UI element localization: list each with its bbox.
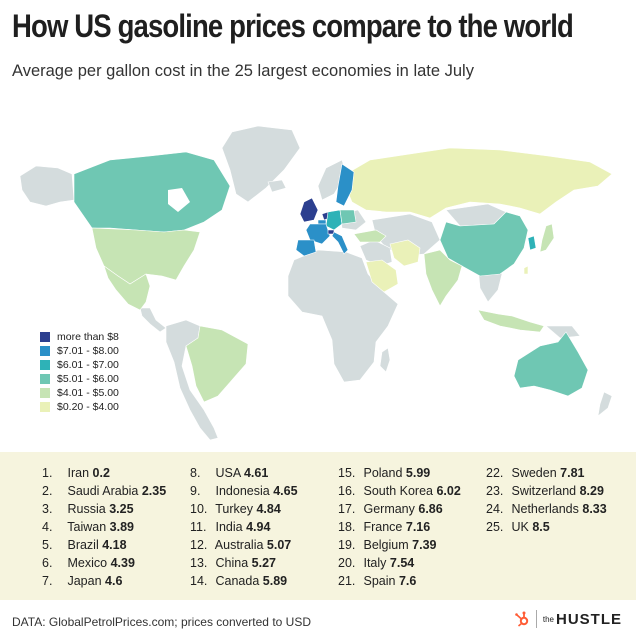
ranking-entry: 25. UK 8.5 [486,520,550,534]
country-germany [325,209,343,231]
legend-swatch [40,346,50,356]
legend-label: more than $8 [57,331,119,343]
country-sweden [335,163,355,207]
legend-label: $0.20 - $4.00 [57,401,119,413]
world-map [19,125,613,441]
ranking-entry: 10. Turkey 4.84 [190,502,281,516]
country-russia [345,147,613,219]
legend-label: $5.01 - $6.00 [57,373,119,385]
country-saudi-arabia [365,259,399,293]
ranking-entry: 23. Switzerland 8.29 [486,484,604,498]
legend-item: $4.01 - $5.00 [40,386,119,400]
legend-item: $0.20 - $4.00 [40,400,119,414]
brand-logo: the HUSTLE [514,610,622,628]
country-japan [539,223,555,253]
madagascar-shape [379,347,391,373]
ranking-entry: 13. China 5.27 [190,556,276,570]
ranking-entry: 9. Indonesia 4.65 [190,484,298,498]
country-spain [295,239,317,257]
country-turkey [353,229,387,243]
country-poland [339,209,357,225]
source-note: DATA: GlobalPetrolPrices.com; prices con… [12,615,311,629]
ranking-entry: 14. Canada 5.89 [190,574,288,588]
ranking-entry: 17. Germany 6.86 [338,502,443,516]
legend-item: more than $8 [40,330,119,344]
country-brazil [185,325,249,403]
ranking-entry: 12. Australia 5.07 [190,538,292,552]
country-iran [389,239,421,267]
country-uk [299,197,319,223]
ranking-entry: 16. South Korea 6.02 [338,484,461,498]
legend-swatch [40,402,50,412]
legend-label: $4.01 - $5.00 [57,387,119,399]
ranking-entry: 6. Mexico 4.39 [42,556,135,570]
map-legend: more than $8 $7.01 - $8.00 $6.01 - $7.00… [40,330,119,414]
country-india [423,249,463,307]
ranking-entry: 2. Saudi Arabia 2.35 [42,484,167,498]
country-indonesia [477,309,545,333]
ranking-entry: 8. USA 4.61 [190,466,269,480]
rankings-column-3: 15. Poland 5.99 16. South Korea 6.02 17.… [338,464,461,590]
country-australia [513,331,589,397]
rankings-column-4: 22. Sweden 7.81 23. Switzerland 8.29 24.… [486,464,607,536]
papua-shape [545,325,581,339]
page-subtitle: Average per gallon cost in the 25 larges… [12,62,474,80]
iceland-shape [267,179,287,193]
norway-shape [317,159,347,201]
legend-label: $6.01 - $7.00 [57,359,119,371]
ranking-entry: 24. Netherlands 8.33 [486,502,607,516]
legend-item: $5.01 - $6.00 [40,372,119,386]
rankings-column-2: 8. USA 4.61 9. Indonesia 4.65 10. Turkey… [190,464,298,590]
central-america-shape [139,307,167,333]
legend-item: $7.01 - $8.00 [40,344,119,358]
brand-separator [535,610,537,628]
ranking-entry: 11. India 4.94 [190,520,271,534]
legend-item: $6.01 - $7.00 [40,358,119,372]
alaska-shape [19,165,75,207]
hudson-bay-shape [168,188,190,212]
ranking-entry: 1. Iran 0.2 [42,466,110,480]
legend-swatch [40,360,50,370]
rankings-column-1: 1. Iran 0.2 2. Saudi Arabia 2.35 3. Russ… [42,464,166,590]
country-china [439,211,529,277]
country-belgium [317,219,327,225]
brand-name: HUSTLE [556,610,622,628]
ranking-entry: 22. Sweden 7.81 [486,466,585,480]
country-canada [73,151,231,233]
legend-swatch [40,332,50,342]
new-zealand-shape [597,391,613,417]
legend-label: $7.01 - $8.00 [57,345,119,357]
ranking-entry: 20. Italy 7.54 [338,556,415,570]
country-france [305,223,331,245]
legend-swatch [40,388,50,398]
page-title: How US gasoline prices compare to the wo… [12,8,574,44]
ranking-entry: 19. Belgium 7.39 [338,538,437,552]
ranking-entry: 18. France 7.16 [338,520,431,534]
ranking-entry: 21. Spain 7.6 [338,574,417,588]
ranking-entry: 15. Poland 5.99 [338,466,431,480]
hubspot-sprocket-icon [515,611,529,627]
ranking-entry: 5. Brazil 4.18 [42,538,127,552]
rankings-panel: 1. Iran 0.2 2. Saudi Arabia 2.35 3. Russ… [0,452,636,600]
greenland-shape [221,125,301,203]
country-south-korea [527,235,537,251]
country-taiwan [523,265,529,275]
brand-the: the [542,614,554,624]
ranking-entry: 3. Russia 3.25 [42,502,134,516]
country-mexico [103,265,151,311]
ranking-entry: 7. Japan 4.6 [42,574,123,588]
legend-swatch [40,374,50,384]
country-italy [331,231,349,255]
africa-shape [287,249,399,383]
ranking-entry: 4. Taiwan 3.89 [42,520,134,534]
